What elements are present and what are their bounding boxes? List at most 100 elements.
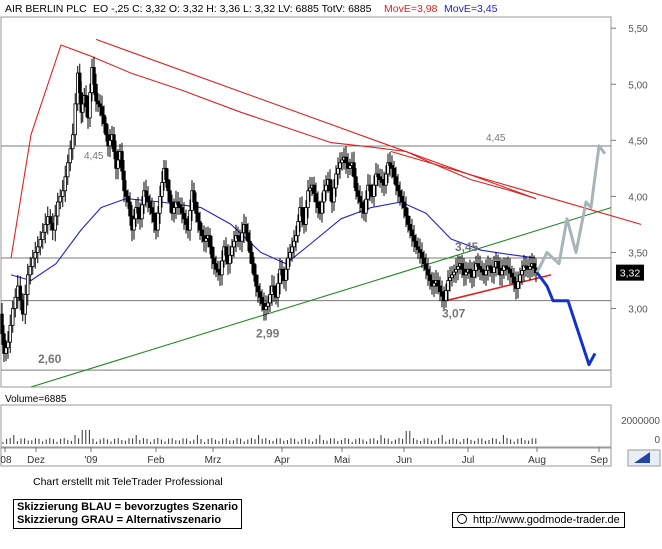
candle-body	[164, 167, 168, 180]
candle-body	[92, 67, 96, 85]
moving-average-short	[10, 198, 537, 282]
candle-body	[444, 290, 448, 302]
candle-body	[2, 333, 6, 354]
y-tick-label: 3,00	[628, 305, 648, 316]
candle-body	[524, 265, 528, 268]
candle-body	[182, 212, 186, 220]
candle-body	[196, 212, 200, 223]
candle-body	[308, 187, 312, 192]
movee-long-label: MovE=3,98	[384, 3, 438, 15]
axis-strip	[0, 447, 612, 467]
candle-body	[11, 308, 15, 326]
candle-body	[532, 263, 536, 269]
candle-body	[128, 201, 132, 217]
candle-body	[320, 201, 324, 214]
candle-body	[388, 162, 392, 166]
candle-body	[188, 210, 192, 231]
grid-layer	[1, 27, 616, 452]
resistance-trendline-2	[390, 150, 642, 225]
source-url[interactable]: http://www.godmode-trader.de	[473, 514, 620, 526]
x-tick-label: Mai	[334, 455, 350, 466]
candle-body	[510, 272, 514, 278]
candle-body	[528, 266, 532, 270]
volume-panel-frame	[0, 404, 612, 448]
candle-body	[194, 201, 198, 214]
candle-body	[522, 265, 526, 271]
candle-body	[228, 254, 232, 265]
candle-body	[176, 201, 180, 206]
candle-body	[516, 281, 520, 289]
candle-body	[240, 232, 244, 242]
candle-body	[436, 280, 440, 287]
candle-body	[58, 195, 62, 203]
candle-body	[278, 268, 282, 284]
candle-body	[248, 240, 252, 253]
blue-scenario-path	[535, 271, 597, 367]
candle-body	[96, 100, 100, 105]
candle-body	[292, 240, 296, 248]
candle-body	[512, 276, 516, 284]
candle-body	[56, 201, 60, 217]
candle-body	[260, 296, 264, 304]
candle-body	[312, 184, 316, 194]
candle-body	[456, 266, 460, 270]
candle-body	[216, 268, 220, 273]
candle-body	[142, 190, 146, 206]
candle-body	[178, 204, 182, 209]
candle-body	[104, 123, 108, 136]
candle-body	[36, 246, 40, 253]
candle-body	[268, 294, 272, 304]
candle-body	[428, 274, 432, 281]
candle-body	[23, 294, 27, 315]
candle-body	[78, 72, 82, 94]
candle-body	[146, 195, 150, 203]
candle-body	[264, 305, 268, 311]
candle-body	[426, 268, 430, 276]
candle-body	[412, 235, 416, 242]
candle-body	[460, 263, 464, 270]
quote-info: EO -,25 C: 3,32 O: 3,32 H: 3,36 L: 3,32 …	[93, 3, 372, 15]
candle-body	[132, 218, 136, 231]
candle-body	[61, 190, 65, 197]
candle-body	[506, 267, 510, 270]
volume-tick-label: 0	[654, 435, 660, 446]
source-link[interactable]: http://www.godmode-trader.de	[452, 512, 625, 528]
scroll-arrow-icon[interactable]	[627, 449, 661, 467]
current-price-label: 3,32	[620, 268, 641, 280]
candle-body	[258, 291, 262, 298]
candle-body	[372, 184, 376, 197]
candle-body	[294, 235, 298, 242]
candle-body	[180, 207, 184, 214]
candle-body	[334, 173, 338, 189]
volume-label: Volume=6885	[5, 394, 67, 405]
candle-body	[392, 167, 396, 178]
x-tick-label: Sep	[590, 455, 608, 466]
candle-body	[160, 181, 164, 197]
grey-scenario-path	[535, 144, 607, 274]
candle-body	[158, 195, 162, 214]
candle-body	[120, 151, 124, 172]
indicator-layer	[10, 38, 642, 388]
candle-body	[8, 324, 12, 343]
candle-body	[358, 195, 362, 203]
legend-grey: Skizzierung GRAU = Alternativszenario	[17, 514, 222, 526]
candle-body	[398, 190, 402, 197]
x-tick-label: '09	[84, 455, 97, 466]
candle-body	[484, 269, 488, 276]
candle-body	[440, 291, 444, 297]
candle-body	[256, 285, 260, 293]
candle-body	[84, 95, 88, 108]
candle-body	[100, 106, 104, 116]
candle-body	[488, 265, 492, 270]
level-label-2-60: 2,60	[38, 352, 62, 366]
candle-body	[348, 165, 352, 169]
candle-body	[31, 257, 35, 267]
candle-body	[122, 170, 126, 192]
candle-body	[416, 246, 420, 251]
candle-body	[404, 207, 408, 217]
level-label-4-45-left: 4,45	[84, 151, 104, 162]
candle-body	[172, 207, 176, 214]
candle-body	[452, 271, 456, 276]
candle-body	[102, 114, 106, 124]
y-tick-label: 3,50	[628, 248, 648, 259]
